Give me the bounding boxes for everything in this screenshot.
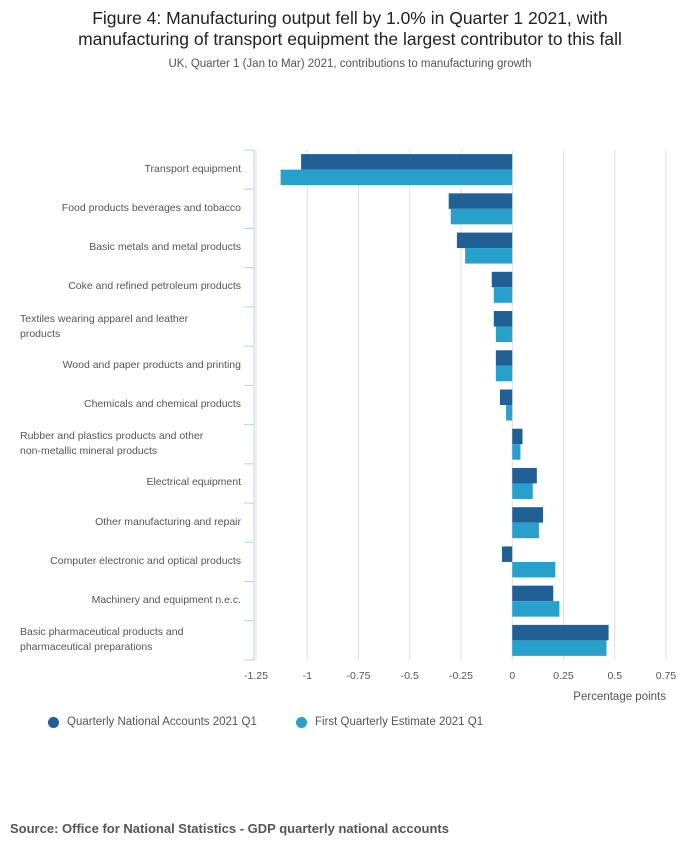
category-label-8: Electrical equipment xyxy=(146,475,241,490)
bar-qna-6 xyxy=(499,389,513,405)
bar-fqe-5 xyxy=(495,365,513,382)
bar-fqe-6 xyxy=(506,405,513,421)
bar-qna-2 xyxy=(456,232,513,249)
bar-fqe-8 xyxy=(512,483,533,499)
chart-title: Figure 4: Manufacturing output fell by 1… xyxy=(0,8,700,50)
x-tick-label-0: -1.25 xyxy=(244,670,268,682)
category-label-7: Rubber and plastics products and other no… xyxy=(20,429,203,459)
bar-qna-5 xyxy=(495,350,513,366)
source-note: Source: Office for National Statistics -… xyxy=(10,821,449,836)
bar-fqe-3 xyxy=(493,287,513,303)
category-label-0: Transport equipment xyxy=(145,162,242,177)
category-label-5-line-0: Wood and paper products and printing xyxy=(62,358,241,371)
category-label-10: Computer electronic and optical products xyxy=(50,554,241,569)
category-label-1: Food products beverages and tobacco xyxy=(62,201,241,216)
chart-subtitle: UK, Quarter 1 (Jan to Mar) 2021, contrib… xyxy=(168,58,532,70)
category-label-11: Machinery and equipment n.e.c. xyxy=(92,593,241,608)
bar-fqe-9 xyxy=(512,522,539,539)
bar-qna-8 xyxy=(512,467,537,484)
bar-qna-1 xyxy=(448,193,513,209)
x-tick-label-8: 0.75 xyxy=(656,670,677,682)
category-label-1-line-0: Food products beverages and tobacco xyxy=(61,201,241,214)
bar-fqe-10 xyxy=(512,561,556,578)
category-label-10-line-0: Computer electronic and optical products xyxy=(50,554,241,567)
bar-qna-0 xyxy=(301,154,513,170)
bar-qna-12 xyxy=(512,624,609,641)
bar-fqe-7 xyxy=(512,444,521,460)
x-tick-label-4: -0.25 xyxy=(449,670,473,682)
x-tick-label-5: 0 xyxy=(509,670,515,682)
chart-title-line-1: Figure 4: Manufacturing output fell by 1… xyxy=(92,8,608,28)
bar-qna-9 xyxy=(512,507,543,523)
bar-chart: -1.25 -1 -0.75 -0.5 -0.25 0 0.25 0.5 0.75 Percent… xyxy=(244,149,677,703)
x-tick-label-6: 0.25 xyxy=(553,670,574,682)
x-tick-label-1: -1 xyxy=(303,670,312,682)
legend-item-qna[interactable]: Quarterly National Accounts 2021 Q1 xyxy=(48,716,257,728)
category-label-8-line-0: Electrical equipment xyxy=(146,476,241,489)
category-label-2: Basic metals and metal products xyxy=(89,240,241,255)
x-axis-label: Percentage points xyxy=(573,691,666,703)
category-label-2-line-0: Basic metals and metal products xyxy=(89,241,241,254)
category-label-3-line-0: Coke and refined petroleum products xyxy=(68,280,241,293)
legend-swatch-fqe xyxy=(296,716,307,728)
category-label-9: Other manufacturing and repair xyxy=(95,515,241,530)
category-label-0-line-0: Transport equipment xyxy=(144,162,242,175)
category-label-9-line-0: Other manufacturing and repair xyxy=(95,515,241,528)
category-label-6-line-0: Chemicals and chemical products xyxy=(84,398,241,410)
legend-swatch-qna xyxy=(48,716,59,728)
category-label-4-line-1: products xyxy=(20,327,61,340)
bar-fqe-11 xyxy=(512,601,560,617)
x-tick-label-7: 0.5 xyxy=(607,670,622,682)
legend-label-fqe: First Quarterly Estimate 2021 Q1 xyxy=(315,716,484,728)
category-label-11-line-0: Machinery and equipment n.e.c. xyxy=(91,594,241,607)
x-tick-label-3: -0.5 xyxy=(401,670,419,682)
category-label-4: Textiles wearing apparel and leather prod… xyxy=(20,312,188,342)
category-label-3: Coke and refined petroleum products xyxy=(68,279,241,294)
bar-fqe-0 xyxy=(280,169,513,186)
category-label-6: Chemicals and chemical products xyxy=(84,397,241,412)
bar-fqe-4 xyxy=(495,326,513,343)
x-tick-label-2: -0.75 xyxy=(347,670,371,682)
category-label-12: Basic pharmaceutical products and pharmac… xyxy=(20,625,183,655)
category-label-5: Wood and paper products and printing xyxy=(63,358,241,373)
category-label-7-line-0: Rubber and plastics products and other xyxy=(20,430,204,443)
bar-qna-10 xyxy=(502,546,513,562)
bar-qna-4 xyxy=(493,311,513,327)
legend-item-fqe[interactable]: First Quarterly Estimate 2021 Q1 xyxy=(296,716,483,728)
legend-label-qna: Quarterly National Accounts 2021 Q1 xyxy=(67,716,257,728)
bar-fqe-1 xyxy=(450,208,513,225)
category-label-12-line-1: pharmaceutical preparations xyxy=(20,641,153,654)
category-label-4-line-0: Textiles wearing apparel and leather xyxy=(20,312,189,325)
category-label-12-line-0: Basic pharmaceutical products and xyxy=(20,626,184,639)
bar-qna-11 xyxy=(512,585,554,602)
bar-fqe-12 xyxy=(512,640,607,656)
bar-fqe-2 xyxy=(465,248,513,264)
chart-title-line-2: manufacturing of transport equipment the… xyxy=(78,29,622,49)
category-label-7-line-1: non-metallic mineral products xyxy=(20,445,158,458)
bar-qna-3 xyxy=(491,271,513,288)
bar-qna-7 xyxy=(512,428,523,445)
